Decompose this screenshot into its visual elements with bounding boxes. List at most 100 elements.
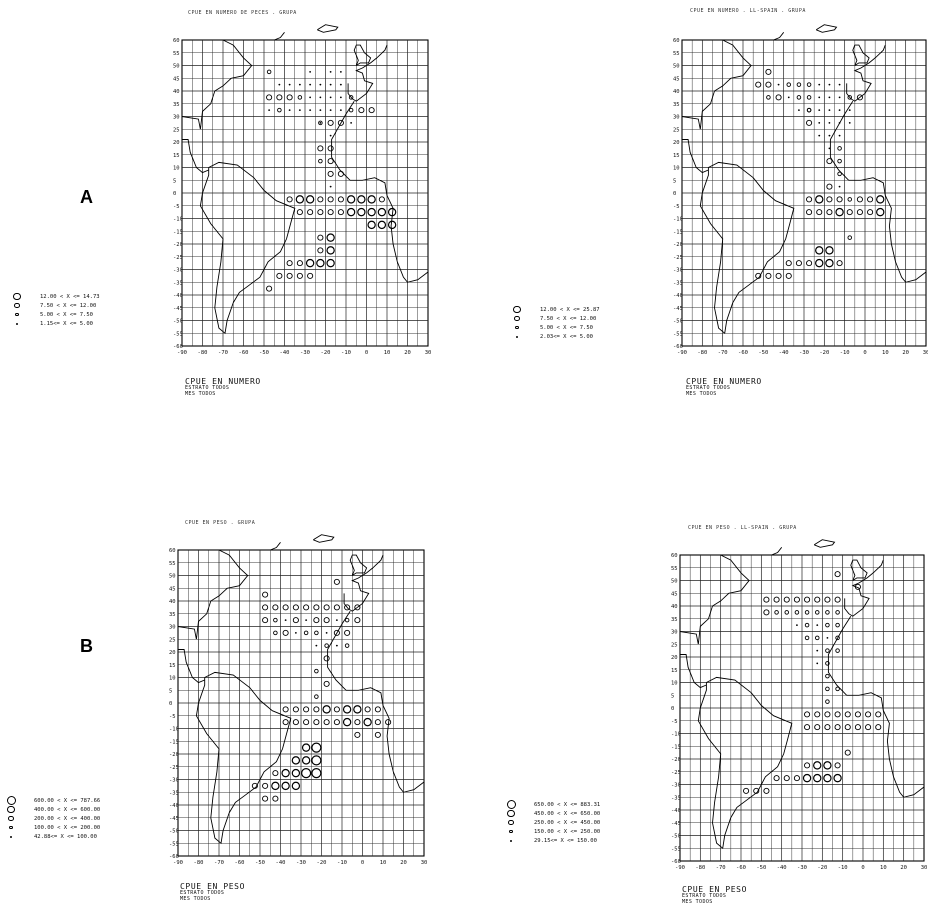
coastline [181,39,253,130]
cpue-symbol [319,83,322,86]
cpue-symbol [773,596,780,603]
cpue-symbol [814,596,821,603]
legend-range-label: 7.50 < X <= 12.00 [40,302,97,309]
lon-tick-label: -10 [337,860,347,866]
legend-entry: 150.00 < X <= 250.00 [504,827,600,836]
lon-tick-label: -10 [838,865,848,871]
cpue-symbol [282,706,289,713]
cpue-symbol [795,260,802,267]
cpue-symbol [271,781,280,791]
cpue-symbol [291,756,301,765]
lat-tick-label: -45 [671,821,681,827]
cpue-symbol [875,711,882,718]
legend-range-label: 2.03<= X <= 5.00 [540,333,593,340]
cpue-symbol [344,604,351,611]
lat-tick-label: -20 [169,752,179,758]
cpue-symbol [847,95,852,100]
legend-symbol [4,796,18,805]
cpue-symbol [282,629,289,636]
cpue-symbol [344,617,350,623]
lon-tick-label: -30 [296,860,306,866]
cpue-symbol [844,711,851,718]
cpue-symbol [354,617,361,624]
lon-tick-label: 20 [900,865,907,871]
cpue-symbol [317,247,324,254]
cpue-symbol [323,604,330,611]
lon-tick-label: 0 [861,865,864,871]
legend-range-label: 450.00 < X <= 650.00 [534,810,601,817]
cpue-symbol [387,220,397,230]
cpue-symbol [318,120,323,126]
cpue-symbol [329,109,332,112]
coastline [681,39,752,130]
legend-symbol [510,323,524,332]
coastline [313,534,335,543]
lon-tick-label: -30 [797,865,807,871]
cpue-symbol [826,196,833,203]
caption-mes: MES TODOS [682,898,713,905]
cpue-symbol [816,662,819,665]
cpue-symbol [309,70,312,73]
lat-tick-label: -40 [169,803,179,809]
cpue-symbol [804,622,810,628]
lon-tick-label: 30 [421,860,428,866]
lat-tick-label: -35 [169,790,179,796]
lon-tick-label: -70 [218,350,228,356]
lon-tick-label: -50 [758,350,768,356]
cpue-symbol [828,96,831,99]
lat-tick-label: -25 [173,255,183,261]
lon-tick-label: 10 [380,860,387,866]
coastline [331,100,429,283]
lat-tick-label: -60 [173,344,183,350]
cpue-symbol [783,596,790,603]
coastline [852,44,870,66]
caption-bottom-left: CPUE EN PESO ESTRATO TODOS MES TODOS [180,882,245,903]
coastline [327,610,425,793]
lat-tick-label: -10 [173,217,183,223]
cpue-symbol [337,196,344,203]
coastline [347,44,388,102]
coastline [199,161,296,335]
legend-symbol [504,827,518,836]
cpue-symbol [311,742,322,753]
cpue-symbol [288,109,291,112]
cpue-symbol [783,775,790,782]
coastline [850,559,868,581]
cpue-symbol [262,604,269,611]
legend-entry: 42.88<= X <= 100.00 [4,832,100,841]
cpue-symbol [303,706,310,713]
legend-entry: 7.50 < X <= 12.00 [10,301,100,310]
cpue-symbol [837,146,842,151]
lat-tick-label: -20 [671,757,681,763]
legend-top-right: 12.00 < X <= 25.87 7.50 < X <= 12.00 5.00 … [510,305,600,341]
cpue-symbol [309,83,312,86]
lat-tick-label: -5 [671,719,678,725]
cpue-symbol [825,686,830,692]
legend-symbol [4,823,18,832]
lon-tick-label: -50 [756,865,766,871]
legend-entry: 600.00 < X <= 787.66 [4,796,100,805]
cpue-symbol [804,635,810,641]
lat-tick-label: 55 [671,566,678,572]
cpue-symbol [793,775,800,782]
cpue-symbol [367,220,376,230]
cpue-symbol [315,644,318,647]
cpue-symbol [367,195,376,204]
cpue-symbol [763,596,770,603]
lat-tick-label: 10 [169,676,176,682]
cpue-symbol [278,83,281,86]
legend-range-label: 29.15<= X <= 150.00 [534,837,597,844]
cpue-symbol [333,706,340,713]
cpue-symbol [329,134,332,137]
lat-tick-label: 10 [671,681,678,687]
legend-entry: 5.00 < X <= 7.50 [510,323,600,332]
cpue-symbol [806,260,813,267]
cpue-symbol [818,83,821,86]
cpue-symbol [837,171,842,177]
legend-symbol [10,301,24,310]
lat-tick-label: 30 [671,630,678,636]
legend-range-label: 12.00 < X <= 14.73 [40,293,100,300]
cpue-symbol [856,196,863,203]
cpue-symbol [329,70,332,73]
cpue-symbol [325,631,328,634]
